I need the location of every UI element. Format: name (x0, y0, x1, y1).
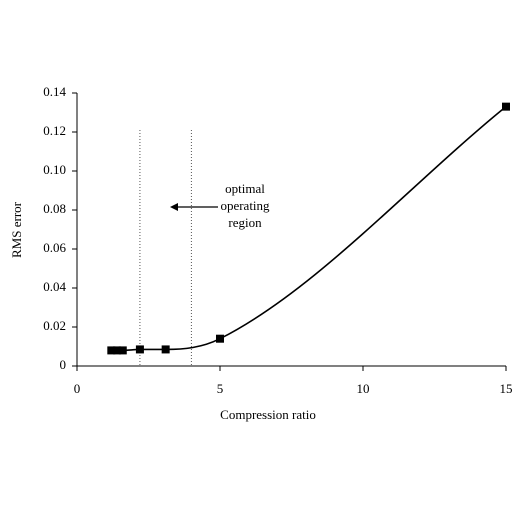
y-tick-label: 0.08 (43, 201, 66, 216)
y-tick-label: 0.14 (43, 84, 66, 99)
marker (113, 346, 122, 355)
x-tick-label: 15 (500, 381, 512, 396)
y-tick-label: 0 (60, 357, 67, 372)
marker (107, 346, 116, 355)
y-tick-label: 0.02 (43, 318, 66, 333)
marker (216, 334, 224, 343)
marker (502, 102, 510, 111)
series-line (111, 106, 507, 352)
y-axis-label: RMS error (9, 201, 24, 258)
x-tick-label: 10 (357, 381, 370, 396)
x-tick-label: 5 (217, 381, 224, 396)
marker (135, 345, 144, 354)
y-tick-label: 0.06 (43, 240, 66, 255)
x-tick-label: 0 (74, 381, 81, 396)
marker (118, 346, 127, 355)
marker (161, 345, 170, 354)
x-axis-label: Compression ratio (220, 407, 316, 422)
annotation: optimal (225, 181, 265, 196)
annotation: operating (220, 198, 270, 213)
y-tick-label: 0.10 (43, 162, 66, 177)
annotation-arrowhead (170, 203, 178, 211)
annotation: region (228, 215, 262, 230)
y-tick-label: 0.04 (43, 279, 66, 294)
y-tick-label: 0.12 (43, 123, 66, 138)
